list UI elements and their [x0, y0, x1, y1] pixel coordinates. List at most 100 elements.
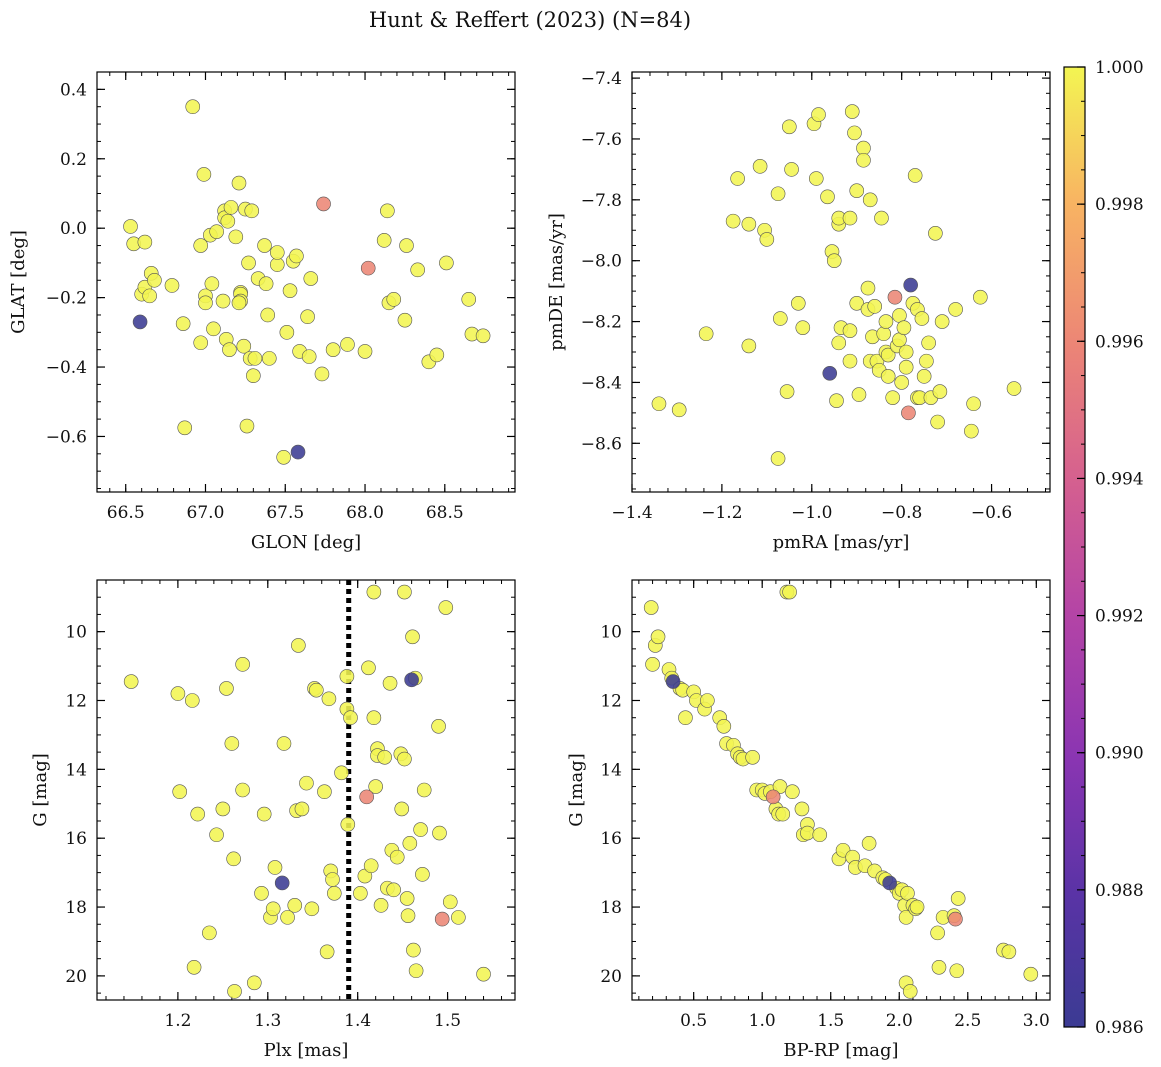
data-point	[876, 326, 891, 342]
colorbar-tick-label: 1.000	[1095, 58, 1144, 78]
y-tick-label: −7.8	[581, 191, 622, 211]
x-tick-label: 67.0	[187, 503, 225, 523]
data-point	[772, 779, 788, 794]
data-point	[376, 233, 392, 248]
data-point	[752, 159, 768, 174]
data-point	[247, 351, 263, 366]
data-point	[438, 600, 454, 615]
data-point	[290, 444, 306, 460]
data-point	[317, 784, 332, 800]
data-point	[231, 175, 247, 191]
data-point	[235, 782, 250, 798]
data-point	[366, 710, 382, 726]
data-point	[851, 387, 867, 402]
data-point	[394, 801, 410, 817]
data-point	[360, 260, 376, 276]
data-point	[254, 885, 269, 901]
axes-frame	[631, 579, 1051, 1001]
data-point	[215, 293, 231, 309]
data-point	[357, 344, 373, 359]
x-tick-label: −1.2	[701, 503, 742, 523]
data-point	[405, 629, 420, 645]
y-tick-label: −8.4	[581, 373, 622, 393]
data-point	[397, 312, 413, 328]
data-point	[700, 693, 715, 708]
data-point	[475, 328, 491, 344]
data-point	[775, 806, 791, 822]
data-point	[784, 162, 799, 177]
data-point	[898, 359, 914, 375]
data-point	[800, 825, 815, 841]
data-point	[223, 200, 239, 215]
data-point	[340, 817, 356, 832]
data-point	[246, 368, 261, 384]
y-tick-label: 18	[65, 898, 87, 918]
data-point	[209, 827, 224, 843]
data-point	[231, 295, 247, 311]
data-point	[901, 405, 916, 421]
data-point	[930, 925, 945, 941]
y-axis-label: GLAT [deg]	[8, 230, 29, 334]
data-point	[434, 911, 450, 927]
data-point	[867, 299, 883, 314]
data-point	[1001, 944, 1017, 960]
data-point	[386, 292, 402, 307]
data-point	[289, 248, 304, 264]
colorbar-tick-label: 0.994	[1095, 469, 1144, 489]
y-tick-label: 20	[65, 967, 87, 987]
data-point	[770, 186, 786, 202]
x-tick-label: −0.8	[881, 503, 922, 523]
data-point	[193, 238, 209, 253]
data-point	[368, 779, 383, 794]
data-point	[186, 959, 202, 975]
colorbar-tick-label: 0.988	[1095, 881, 1144, 901]
colorbar: 0.986 0.988 0.990 0.992 0.994 0.996 0.998 1.000	[1063, 58, 1144, 1038]
x-tick-label: 2.5	[954, 1011, 981, 1031]
x-tick-label: 1.3	[254, 1011, 281, 1031]
data-point	[916, 369, 932, 384]
data-point	[314, 366, 330, 382]
data-point	[334, 765, 349, 781]
data-point	[373, 898, 389, 913]
data-point	[861, 836, 877, 851]
figure-title: Hunt & Reffert (2023) (N=84)	[369, 8, 691, 32]
data-point	[416, 782, 432, 798]
data-point	[794, 801, 810, 817]
data-point	[431, 719, 446, 734]
data-point	[770, 451, 786, 466]
data-point	[257, 238, 272, 253]
data-point	[921, 335, 936, 351]
data-point	[849, 183, 865, 198]
data-point	[791, 296, 806, 311]
data-point	[782, 119, 797, 135]
panel-pmra-pmde: −1.4 −1.2 −1.0 −0.8 −0.6 −8.6 −8.4 −8.2 −8.0 −7.8…	[546, 69, 1051, 553]
data-point	[860, 280, 876, 296]
data-point	[665, 674, 681, 689]
data-point	[759, 232, 775, 247]
data-point	[325, 342, 341, 357]
data-point	[300, 309, 315, 325]
data-point	[353, 885, 368, 901]
data-point	[400, 908, 416, 923]
data-point	[206, 321, 221, 337]
data-point	[415, 867, 430, 882]
data-point	[224, 736, 240, 751]
data-point	[397, 751, 412, 767]
data-point	[931, 959, 947, 975]
y-tick-label: 14	[600, 760, 622, 780]
data-point	[404, 672, 419, 688]
data-point	[795, 320, 811, 335]
data-point	[643, 600, 659, 615]
data-point	[849, 296, 865, 311]
data-point	[432, 825, 447, 841]
data-point	[397, 584, 412, 600]
data-point	[399, 238, 414, 253]
y-tick-label: −0.2	[46, 289, 87, 309]
y-tick-label: 10	[600, 623, 622, 643]
data-point	[919, 353, 934, 369]
data-point	[410, 262, 425, 278]
data-point	[402, 836, 418, 851]
y-tick-label: 12	[65, 691, 87, 711]
data-point	[650, 629, 666, 645]
